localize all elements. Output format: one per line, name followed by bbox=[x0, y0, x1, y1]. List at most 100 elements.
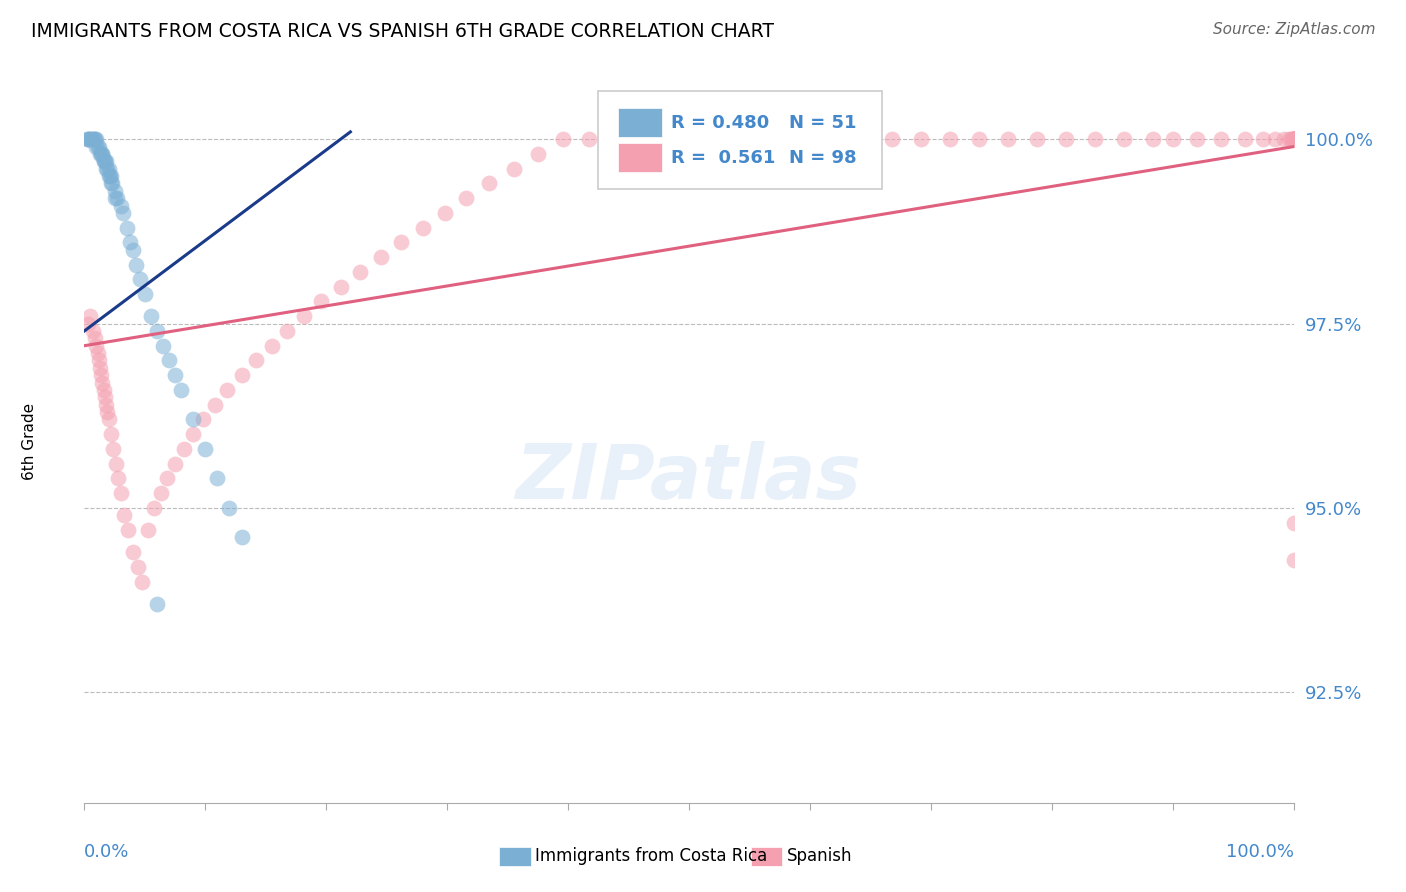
Point bbox=[997, 132, 1019, 146]
Point bbox=[86, 132, 108, 146]
Point bbox=[1264, 132, 1286, 146]
Text: Immigrants from Costa Rica: Immigrants from Costa Rica bbox=[536, 847, 768, 865]
Point bbox=[104, 191, 127, 205]
Point bbox=[1282, 132, 1305, 146]
Point bbox=[90, 368, 112, 383]
Point bbox=[1282, 132, 1305, 146]
Point bbox=[138, 523, 160, 537]
Point bbox=[191, 412, 214, 426]
Point bbox=[104, 457, 127, 471]
Point bbox=[231, 530, 253, 544]
Text: ZIPatlas: ZIPatlas bbox=[516, 441, 862, 515]
Point bbox=[294, 309, 316, 323]
Point bbox=[129, 272, 152, 286]
Point bbox=[104, 184, 127, 198]
Point bbox=[94, 154, 117, 169]
Point bbox=[204, 398, 226, 412]
Point bbox=[1282, 132, 1305, 146]
Text: Source: ZipAtlas.com: Source: ZipAtlas.com bbox=[1212, 22, 1375, 37]
Point bbox=[97, 412, 120, 426]
Point bbox=[96, 161, 118, 176]
Point bbox=[456, 191, 478, 205]
Point bbox=[1253, 132, 1275, 146]
FancyBboxPatch shape bbox=[499, 847, 530, 865]
FancyBboxPatch shape bbox=[617, 143, 662, 172]
Point bbox=[433, 206, 456, 220]
Point bbox=[117, 523, 139, 537]
Text: R = 0.480: R = 0.480 bbox=[671, 114, 769, 132]
Point bbox=[311, 294, 333, 309]
Point bbox=[86, 346, 108, 360]
Point bbox=[967, 132, 990, 146]
Point bbox=[100, 177, 122, 191]
Point bbox=[389, 235, 412, 250]
Point bbox=[155, 471, 177, 485]
Point bbox=[146, 324, 169, 338]
Point bbox=[157, 353, 180, 368]
Point bbox=[103, 442, 125, 456]
Text: N = 98: N = 98 bbox=[789, 149, 856, 167]
Point bbox=[94, 398, 117, 412]
Point bbox=[329, 279, 352, 293]
Point bbox=[100, 427, 122, 442]
Point bbox=[1282, 132, 1305, 146]
Point bbox=[1282, 132, 1305, 146]
Point bbox=[77, 132, 100, 146]
Point bbox=[125, 258, 148, 272]
Point bbox=[1282, 132, 1305, 146]
Point bbox=[1282, 132, 1305, 146]
Point bbox=[370, 250, 392, 264]
Point bbox=[79, 309, 101, 323]
Point bbox=[94, 390, 117, 404]
Point bbox=[349, 265, 371, 279]
Point bbox=[1234, 132, 1257, 146]
Point bbox=[127, 560, 149, 574]
Point bbox=[100, 169, 122, 183]
Point bbox=[86, 139, 108, 153]
Point bbox=[91, 147, 114, 161]
Point bbox=[1281, 132, 1303, 146]
Point bbox=[502, 161, 524, 176]
Point bbox=[766, 132, 789, 146]
Point bbox=[880, 132, 903, 146]
Point bbox=[231, 368, 253, 383]
Point bbox=[112, 206, 135, 220]
Point bbox=[823, 132, 845, 146]
Point bbox=[87, 139, 110, 153]
Point bbox=[89, 147, 111, 161]
Point bbox=[105, 191, 128, 205]
Point bbox=[657, 132, 679, 146]
Point bbox=[97, 161, 120, 176]
Point bbox=[1114, 132, 1136, 146]
Point bbox=[77, 132, 100, 146]
Point bbox=[86, 339, 108, 353]
Point bbox=[165, 368, 187, 383]
Point bbox=[115, 220, 138, 235]
Point bbox=[76, 132, 98, 146]
Point bbox=[578, 132, 600, 146]
Point bbox=[630, 132, 652, 146]
Point bbox=[93, 154, 115, 169]
Point bbox=[1282, 132, 1305, 146]
Point bbox=[738, 132, 761, 146]
Point bbox=[1209, 132, 1232, 146]
Point bbox=[146, 597, 169, 611]
Point bbox=[94, 154, 117, 169]
Point bbox=[96, 405, 118, 419]
FancyBboxPatch shape bbox=[617, 109, 662, 137]
Point bbox=[181, 427, 204, 442]
Point bbox=[77, 317, 100, 331]
Point bbox=[1161, 132, 1184, 146]
Point bbox=[121, 243, 143, 257]
Point bbox=[121, 545, 143, 559]
Point bbox=[1282, 552, 1305, 566]
Point bbox=[131, 574, 153, 589]
Text: N = 51: N = 51 bbox=[789, 114, 856, 132]
Point bbox=[107, 471, 129, 485]
Point bbox=[1279, 132, 1302, 146]
Point bbox=[276, 324, 298, 338]
Point bbox=[710, 132, 733, 146]
Point bbox=[194, 442, 217, 456]
Point bbox=[1282, 132, 1305, 146]
Point bbox=[603, 132, 626, 146]
